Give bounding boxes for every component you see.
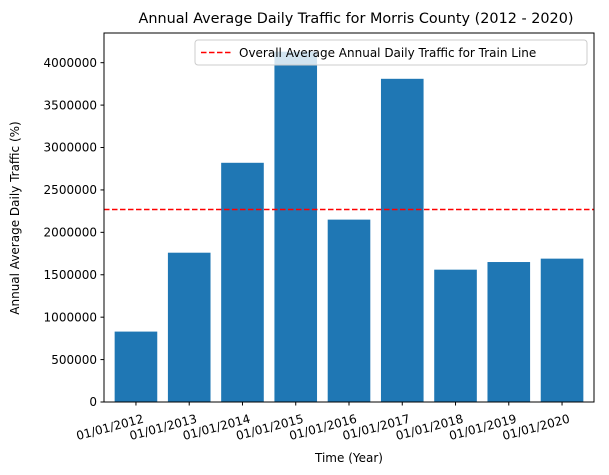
- legend-label: Overall Average Annual Daily Traffic for…: [239, 46, 536, 60]
- bar: [114, 331, 158, 402]
- y-tick-label: 3500000: [44, 98, 97, 112]
- legend-box: [194, 39, 588, 66]
- x-axis-title: Time (Year): [314, 451, 383, 465]
- y-tick-label: 2500000: [44, 183, 97, 197]
- plot-area-frame: [103, 32, 595, 403]
- y-axis: 0 500000 1000000 1500000 2000000 2500000 30000…: [44, 56, 104, 409]
- bar: [487, 262, 531, 402]
- bar: [327, 219, 371, 402]
- y-tick-label: 4000000: [44, 56, 97, 70]
- chart-title: Annual Average Daily Traffic for Morris …: [139, 11, 574, 27]
- y-tick-label: 500000: [51, 353, 97, 367]
- bar: [221, 162, 264, 402]
- bars: [114, 51, 584, 402]
- bar: [434, 269, 477, 402]
- bar: [380, 78, 424, 402]
- x-axis: 01/01/201201/01/201301/01/201401/01/2015…: [75, 402, 571, 443]
- y-tick-label: 1500000: [44, 268, 97, 282]
- y-tick-label: 2000000: [44, 226, 97, 240]
- y-tick-label: 0: [89, 395, 97, 409]
- bar: [540, 258, 584, 402]
- bar: [274, 51, 318, 402]
- y-tick-label: 3000000: [44, 141, 97, 155]
- bar: [167, 252, 211, 402]
- y-tick-label: 1000000: [44, 310, 97, 324]
- legend: Overall Average Annual Daily Traffic for…: [194, 39, 588, 66]
- y-axis-title: Annual Average Daily Traffic (%): [8, 121, 22, 314]
